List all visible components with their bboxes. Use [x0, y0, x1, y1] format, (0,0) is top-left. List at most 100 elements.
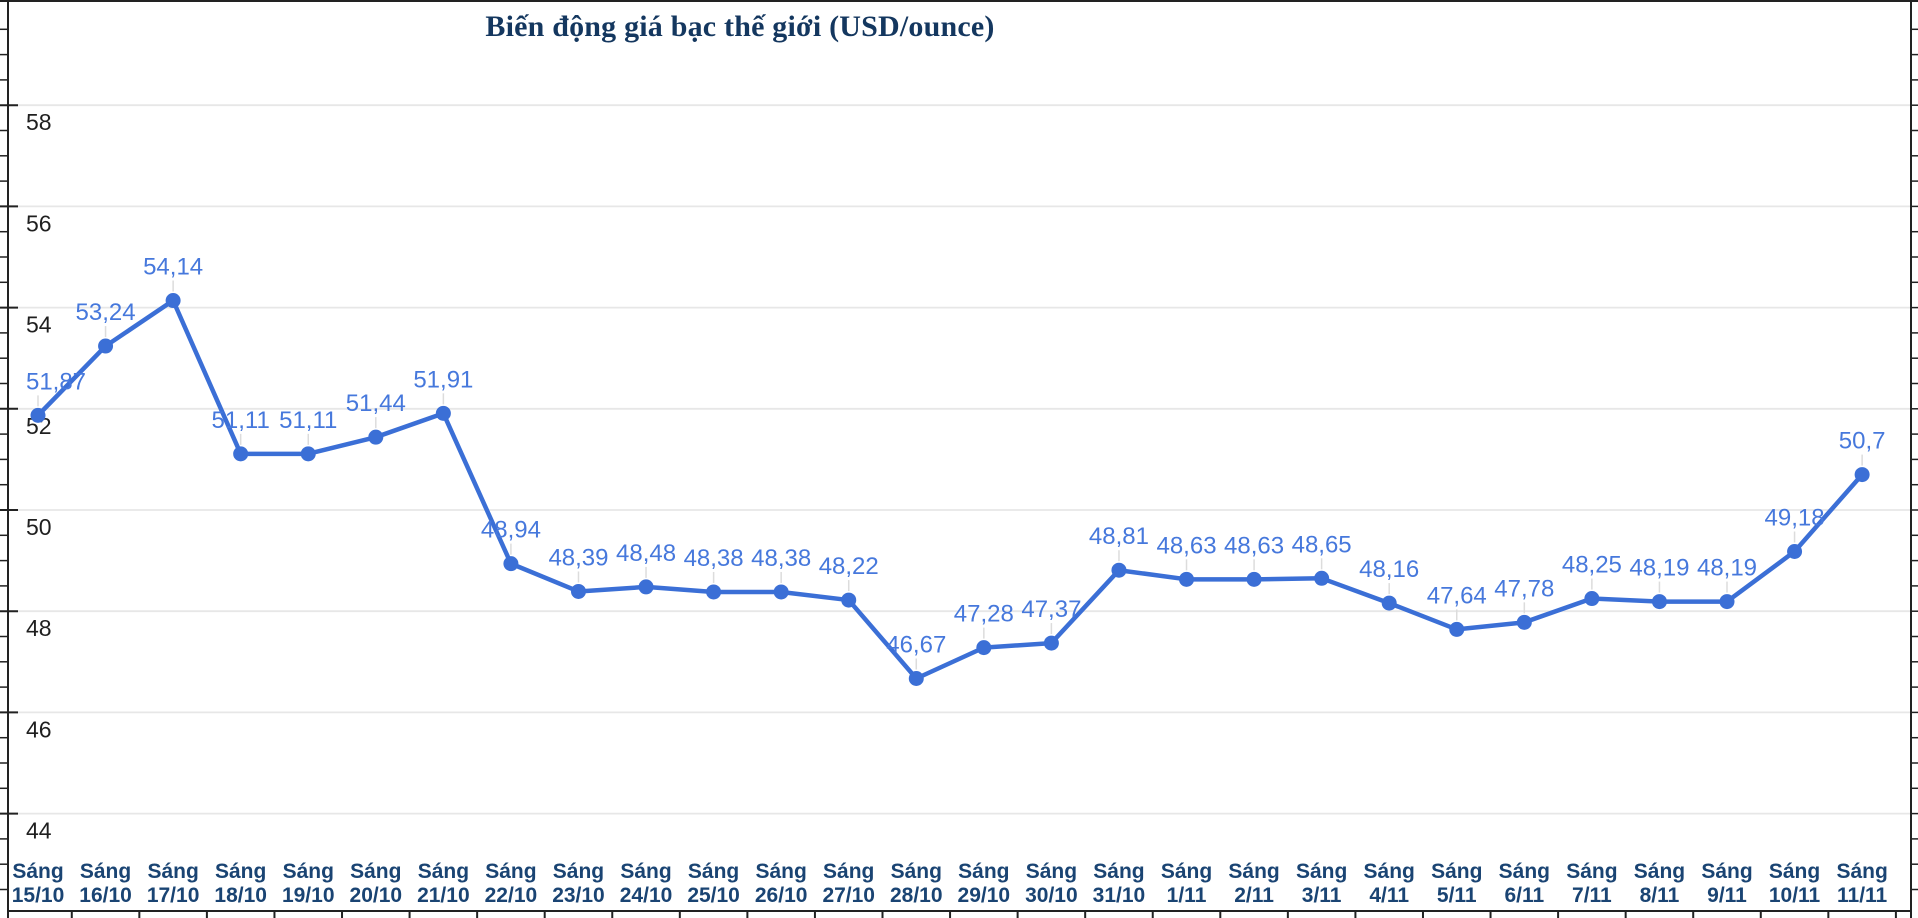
data-point-label: 48,38 — [751, 545, 811, 572]
data-point-marker — [1381, 595, 1397, 611]
x-label-prefix: Sáng — [147, 860, 198, 883]
data-point-label: 48,19 — [1629, 555, 1689, 582]
x-label-prefix: Sáng — [755, 860, 806, 883]
x-label-date: 22/10 — [485, 884, 538, 907]
x-label-prefix: Sáng — [891, 860, 942, 883]
x-label-date: 5/11 — [1437, 884, 1477, 907]
data-point-marker — [841, 592, 857, 608]
data-point-label: 48,81 — [1089, 523, 1149, 550]
x-label-date: 25/10 — [687, 884, 740, 907]
x-label-date: 19/10 — [282, 884, 335, 907]
data-point-label: 51,11 — [279, 407, 337, 434]
x-label-prefix: Sáng — [418, 860, 469, 883]
x-label-date: 15/10 — [12, 884, 65, 907]
x-label-date: 23/10 — [552, 884, 605, 907]
x-label-prefix: Sáng — [80, 860, 131, 883]
x-label-date: 18/10 — [214, 884, 267, 907]
x-label-prefix: Sáng — [620, 860, 671, 883]
data-point-label: 47,28 — [954, 601, 1014, 628]
x-label-date: 21/10 — [417, 884, 470, 907]
data-point-marker — [1246, 571, 1262, 587]
x-label-date: 2/11 — [1234, 884, 1274, 907]
data-point-marker — [503, 556, 519, 572]
data-point-label: 48,38 — [684, 545, 744, 572]
data-point-marker — [98, 338, 114, 354]
x-label-prefix: Sáng — [1566, 860, 1617, 883]
x-label-date: 27/10 — [822, 884, 875, 907]
x-label-date: 3/11 — [1302, 884, 1342, 907]
y-tick-label: 46 — [26, 716, 52, 742]
data-point-marker — [1111, 562, 1127, 578]
data-point-marker — [1314, 570, 1330, 586]
x-label-prefix: Sáng — [823, 860, 874, 883]
x-label-date: 29/10 — [958, 884, 1011, 907]
data-point-label: 47,64 — [1427, 582, 1487, 609]
data-point-marker — [1179, 571, 1195, 587]
x-label-prefix: Sáng — [1836, 860, 1887, 883]
y-tick-label: 50 — [26, 514, 52, 540]
y-tick-label: 44 — [26, 818, 52, 844]
x-label-date: 17/10 — [147, 884, 200, 907]
data-point-marker — [300, 446, 316, 462]
x-label-date: 1/11 — [1167, 884, 1207, 907]
x-label-prefix: Sáng — [1161, 860, 1212, 883]
x-label-prefix: Sáng — [1499, 860, 1550, 883]
x-label-prefix: Sáng — [12, 860, 63, 883]
data-point-marker — [773, 584, 789, 600]
data-point-marker — [435, 405, 451, 421]
data-point-label: 48,48 — [616, 540, 676, 567]
data-point-marker — [1651, 594, 1667, 610]
data-point-marker — [706, 584, 722, 600]
data-point-label: 46,67 — [886, 631, 946, 658]
data-point-marker — [1787, 543, 1803, 559]
data-point-label: 48,39 — [548, 544, 608, 571]
x-label-prefix: Sáng — [215, 860, 266, 883]
data-point-label: 48,16 — [1359, 556, 1419, 583]
y-tick-label: 48 — [26, 615, 52, 641]
y-tick-label: 58 — [26, 109, 52, 135]
data-point-label: 51,87 — [26, 368, 86, 395]
x-label-prefix: Sáng — [688, 860, 739, 883]
x-label-prefix: Sáng — [1228, 860, 1279, 883]
x-label-date: 24/10 — [620, 884, 673, 907]
x-label-date: 7/11 — [1572, 884, 1612, 907]
data-point-marker — [1516, 614, 1532, 630]
data-point-marker — [30, 407, 46, 423]
x-label-prefix: Sáng — [485, 860, 536, 883]
chart-title: Biến động giá bạc thế giới (USD/ounce) — [485, 10, 995, 43]
data-point-marker — [976, 640, 992, 656]
data-point-label: 47,37 — [1021, 596, 1081, 623]
data-point-label: 54,14 — [143, 254, 203, 281]
x-label-prefix: Sáng — [1634, 860, 1685, 883]
data-point-label: 48,94 — [481, 517, 541, 544]
data-point-label: 51,11 — [212, 407, 270, 434]
data-point-marker — [165, 293, 181, 309]
data-point-label: 48,19 — [1697, 555, 1757, 582]
x-label-prefix: Sáng — [283, 860, 334, 883]
data-point-marker — [908, 670, 924, 686]
x-label-date: 11/11 — [1837, 884, 1888, 907]
y-tick-label: 56 — [26, 210, 52, 236]
x-label-date: 8/11 — [1640, 884, 1680, 907]
x-label-prefix: Sáng — [350, 860, 401, 883]
x-label-date: 20/10 — [350, 884, 403, 907]
x-label-prefix: Sáng — [1431, 860, 1482, 883]
x-label-prefix: Sáng — [1769, 860, 1820, 883]
data-point-label: 48,65 — [1292, 531, 1352, 558]
x-label-prefix: Sáng — [1026, 860, 1077, 883]
x-label-date: 28/10 — [890, 884, 943, 907]
x-label-date: 9/11 — [1707, 884, 1747, 907]
data-point-label: 48,25 — [1562, 552, 1622, 579]
series-line — [35, 298, 1865, 681]
data-point-label: 49,18 — [1765, 504, 1825, 531]
x-label-prefix: Sáng — [1296, 860, 1347, 883]
data-point-label: 48,63 — [1224, 532, 1284, 559]
data-point-label: 51,91 — [413, 366, 473, 393]
x-label-date: 26/10 — [755, 884, 808, 907]
x-label-date: 10/11 — [1769, 884, 1821, 907]
data-point-label: 47,78 — [1494, 575, 1554, 602]
x-label-prefix: Sáng — [553, 860, 604, 883]
data-point-marker — [233, 446, 249, 462]
